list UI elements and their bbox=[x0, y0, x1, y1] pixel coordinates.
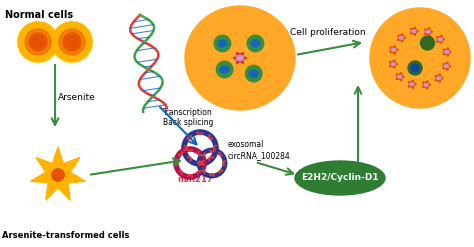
Circle shape bbox=[216, 61, 233, 78]
Polygon shape bbox=[437, 35, 445, 43]
Polygon shape bbox=[390, 60, 398, 68]
Circle shape bbox=[29, 33, 47, 51]
Ellipse shape bbox=[426, 30, 430, 33]
Polygon shape bbox=[435, 74, 443, 82]
Circle shape bbox=[63, 33, 81, 51]
Ellipse shape bbox=[295, 161, 385, 195]
Ellipse shape bbox=[391, 63, 395, 65]
Ellipse shape bbox=[410, 83, 414, 86]
Ellipse shape bbox=[412, 30, 416, 33]
Text: Transcription
Back splicing: Transcription Back splicing bbox=[163, 108, 213, 127]
Circle shape bbox=[18, 22, 58, 62]
Text: Arsenite-transformed cells: Arsenite-transformed cells bbox=[2, 231, 129, 240]
Ellipse shape bbox=[185, 6, 295, 110]
Circle shape bbox=[51, 21, 93, 63]
Circle shape bbox=[66, 36, 78, 48]
Circle shape bbox=[214, 35, 231, 52]
Ellipse shape bbox=[218, 40, 227, 47]
Polygon shape bbox=[390, 46, 398, 54]
Circle shape bbox=[59, 29, 85, 55]
Ellipse shape bbox=[249, 70, 258, 77]
Text: E2H2/Cyclin-D1: E2H2/Cyclin-D1 bbox=[301, 173, 379, 183]
Ellipse shape bbox=[251, 40, 260, 47]
Polygon shape bbox=[443, 62, 451, 70]
Ellipse shape bbox=[399, 37, 403, 39]
Circle shape bbox=[423, 39, 431, 47]
Polygon shape bbox=[422, 81, 430, 89]
Circle shape bbox=[411, 64, 419, 72]
Circle shape bbox=[420, 36, 435, 50]
Polygon shape bbox=[31, 147, 85, 200]
Circle shape bbox=[52, 169, 64, 181]
Circle shape bbox=[408, 61, 422, 75]
Polygon shape bbox=[398, 34, 406, 42]
Polygon shape bbox=[233, 52, 246, 64]
Text: exosomal
circRNA_100284: exosomal circRNA_100284 bbox=[228, 140, 291, 160]
Polygon shape bbox=[396, 72, 404, 81]
Ellipse shape bbox=[438, 38, 442, 41]
Circle shape bbox=[25, 29, 51, 55]
Circle shape bbox=[32, 36, 44, 48]
Circle shape bbox=[52, 22, 92, 62]
Ellipse shape bbox=[445, 51, 449, 53]
Ellipse shape bbox=[392, 48, 396, 51]
Ellipse shape bbox=[444, 65, 448, 67]
Text: Normal cells: Normal cells bbox=[5, 10, 73, 20]
Polygon shape bbox=[408, 80, 416, 89]
Circle shape bbox=[370, 8, 470, 108]
Circle shape bbox=[17, 21, 59, 63]
Ellipse shape bbox=[437, 77, 441, 80]
Ellipse shape bbox=[398, 75, 402, 78]
Text: Arsenite: Arsenite bbox=[58, 92, 96, 102]
Ellipse shape bbox=[237, 55, 244, 61]
Polygon shape bbox=[425, 27, 433, 36]
Polygon shape bbox=[443, 48, 451, 56]
Polygon shape bbox=[410, 27, 419, 36]
Ellipse shape bbox=[424, 83, 428, 86]
Circle shape bbox=[246, 65, 262, 82]
Text: Cell proliferation: Cell proliferation bbox=[290, 28, 366, 37]
Circle shape bbox=[247, 35, 264, 52]
Text: miR217: miR217 bbox=[177, 175, 213, 184]
Ellipse shape bbox=[220, 66, 229, 73]
